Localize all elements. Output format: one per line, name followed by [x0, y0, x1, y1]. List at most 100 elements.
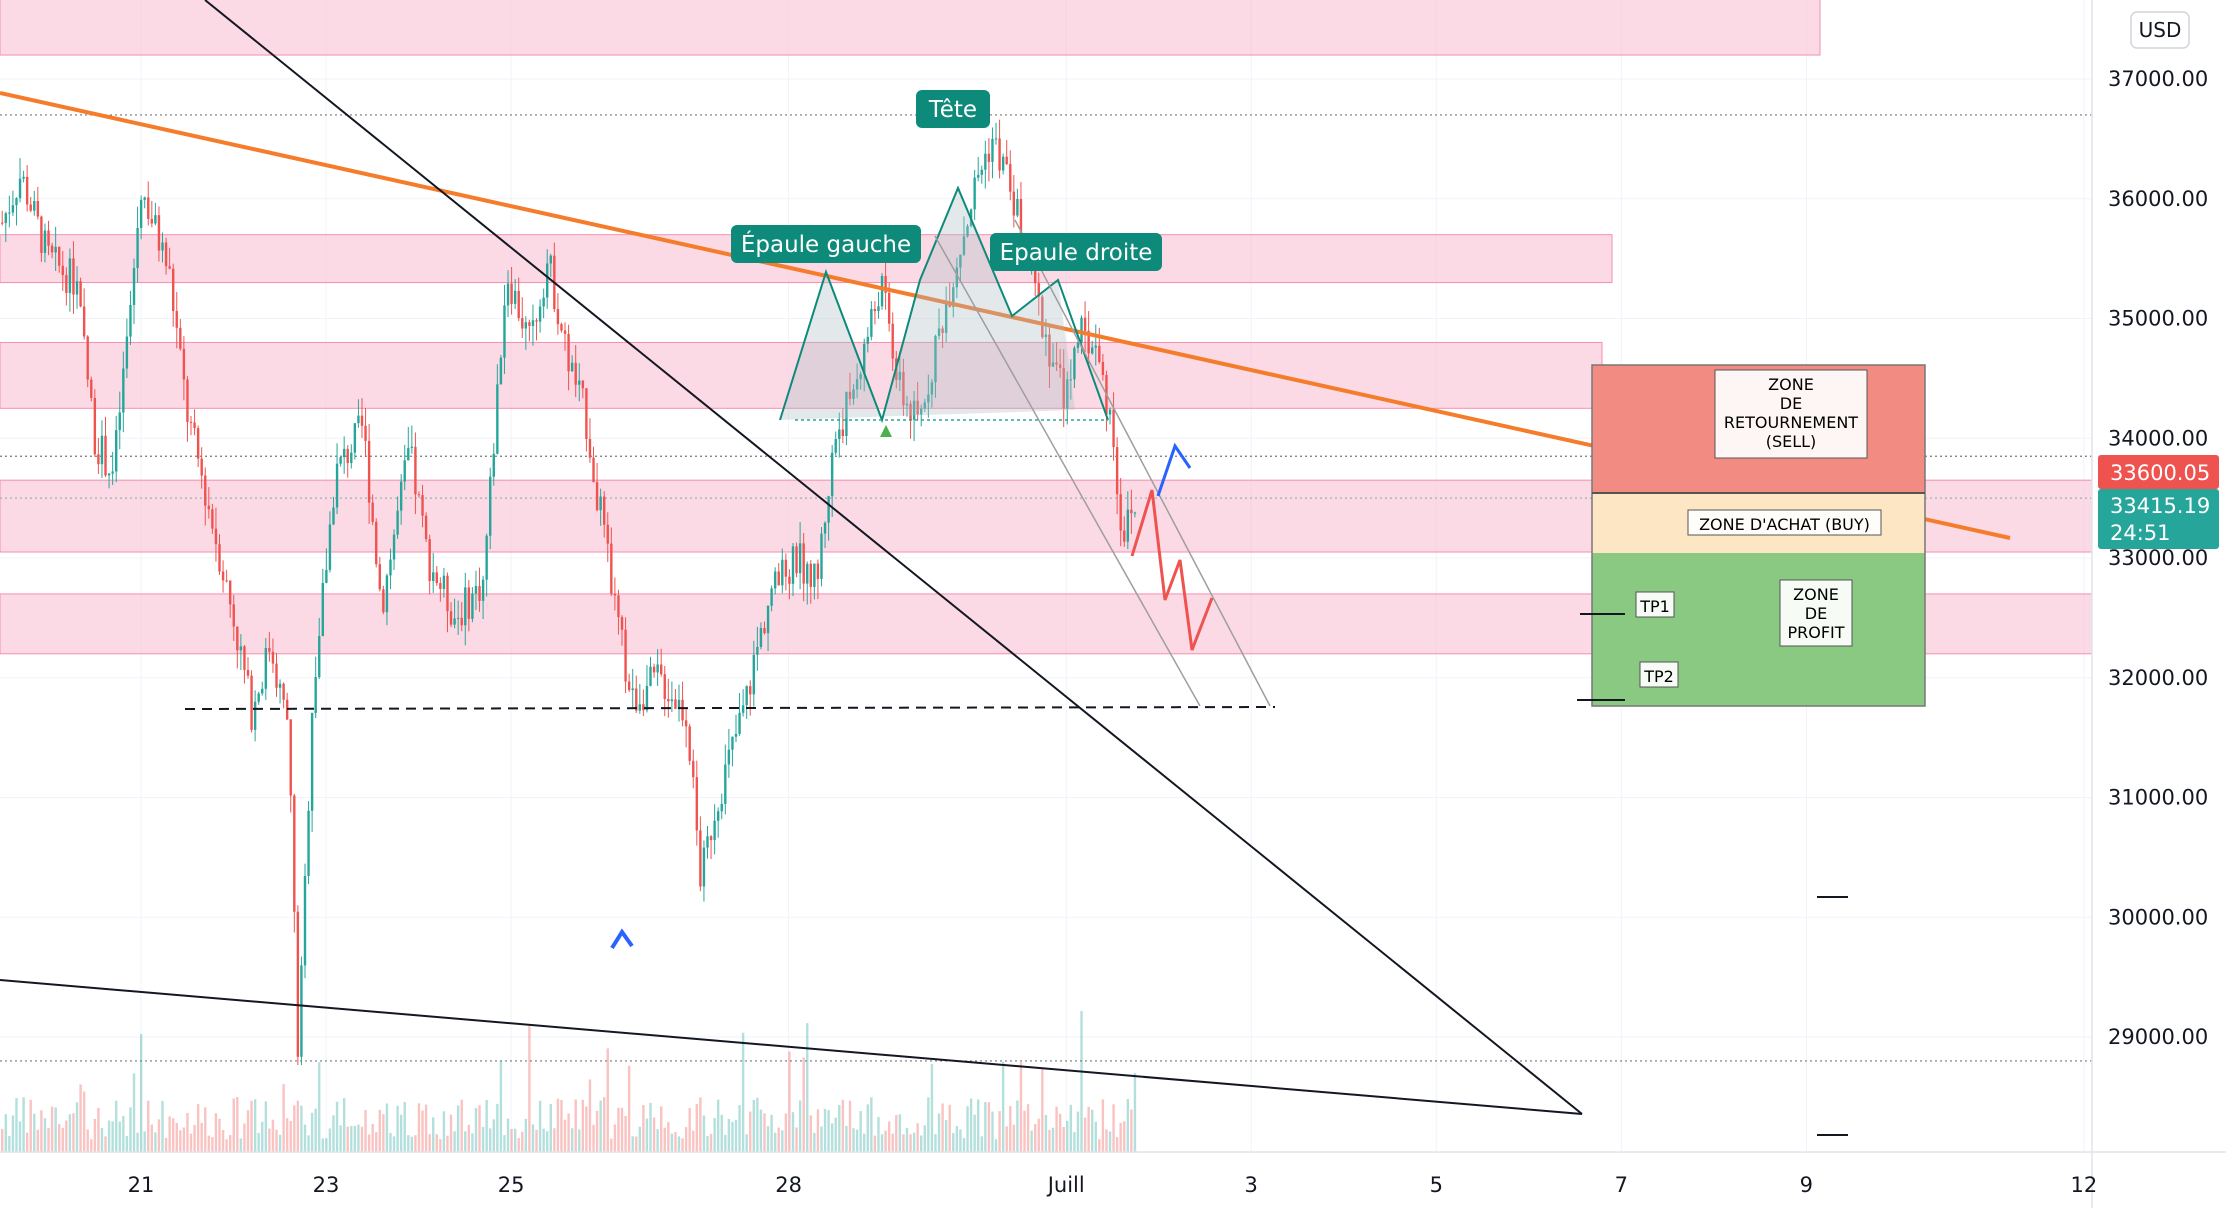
volume-bar — [741, 1032, 745, 1152]
volume-bar — [147, 1100, 150, 1152]
candle-body — [649, 666, 652, 686]
volume-bar — [474, 1107, 478, 1152]
candle-body — [499, 357, 503, 385]
volume-bar — [877, 1117, 880, 1152]
volume-bar — [788, 1051, 791, 1152]
candle-body — [303, 875, 307, 966]
candle-body — [33, 201, 36, 211]
volume-bar — [225, 1139, 228, 1152]
candle-body — [973, 177, 976, 210]
volume-bar — [549, 1103, 552, 1152]
volume-bar — [1048, 1129, 1051, 1152]
volume-bar — [97, 1107, 100, 1152]
volume-bar — [1094, 1121, 1097, 1152]
candle-body — [542, 297, 545, 307]
volume-bar — [1009, 1105, 1012, 1152]
volume-bar — [784, 1113, 788, 1152]
volume-bar — [816, 1109, 820, 1152]
volume-bar — [763, 1113, 766, 1152]
candle-body — [1055, 362, 1058, 365]
volume-bar — [29, 1099, 32, 1152]
volume-bar — [563, 1119, 567, 1152]
volume-bar — [236, 1096, 239, 1152]
volume-bar — [827, 1110, 830, 1152]
candle-body — [449, 611, 453, 625]
candle-body — [927, 394, 930, 403]
projection-arrow-blue — [1156, 442, 1192, 497]
volume-bar — [756, 1097, 759, 1152]
volume-bar — [884, 1130, 887, 1152]
volume-bar — [72, 1113, 75, 1152]
candle-body — [834, 439, 837, 453]
candle-body — [310, 712, 314, 811]
candle-body — [510, 283, 513, 304]
volume-bar — [1087, 1106, 1090, 1152]
volume-bar — [489, 1128, 492, 1152]
candle-body — [382, 589, 385, 613]
candle-body — [930, 382, 934, 395]
volume-bar — [987, 1102, 991, 1152]
volume-bar — [873, 1135, 877, 1152]
candle-body — [467, 587, 471, 619]
volume-bar — [382, 1114, 385, 1152]
volume-bar — [916, 1123, 919, 1152]
candle-body — [318, 636, 321, 678]
volume-bar — [58, 1124, 61, 1152]
volume-bar — [214, 1113, 218, 1152]
candle-body — [709, 836, 713, 841]
candle-body — [264, 648, 268, 689]
candle-body — [193, 422, 196, 429]
volume-bar — [973, 1114, 976, 1152]
candle-body — [588, 438, 592, 458]
volume-bar — [1051, 1127, 1055, 1152]
candle-body — [699, 830, 702, 887]
candle-body — [838, 429, 841, 440]
right-shoulder-label-text: Epaule droite — [1000, 240, 1153, 266]
candle-body — [421, 495, 424, 516]
candle-body — [207, 505, 211, 510]
currency-button-text: USD — [2139, 18, 2182, 42]
volume-bar — [977, 1099, 980, 1152]
volume-bar — [115, 1100, 118, 1152]
volume-bar — [795, 1127, 798, 1152]
candle-body — [905, 403, 909, 406]
volume-bar — [716, 1099, 720, 1152]
candle-body — [1101, 361, 1105, 376]
volume-bar — [538, 1100, 542, 1152]
candle-body — [464, 587, 467, 626]
volume-bar — [934, 1134, 937, 1152]
volume-bar — [335, 1101, 339, 1152]
candle-body — [481, 579, 485, 601]
volume-bar — [456, 1105, 460, 1152]
volume-bar — [339, 1125, 342, 1152]
volume-bar — [531, 1124, 535, 1152]
candle-body — [43, 230, 47, 253]
volume-bar — [318, 1062, 321, 1152]
volume-bar — [257, 1132, 260, 1152]
candle-body — [920, 408, 923, 415]
volume-bar — [1130, 1109, 1133, 1152]
candle-body — [560, 324, 563, 331]
volume-bar — [513, 1128, 517, 1152]
candle-body — [823, 522, 827, 534]
sell-zone-label-line: ZONE — [1768, 375, 1814, 394]
candle-body — [1005, 156, 1008, 165]
projection-arrow-red — [1130, 489, 1214, 651]
volume-bar — [100, 1127, 104, 1152]
currency-button[interactable]: USD — [2130, 11, 2190, 49]
candle-body — [86, 336, 89, 380]
profit-zone-label-line: ZONE — [1793, 585, 1839, 604]
candle-body — [1098, 345, 1101, 362]
volume-bar — [599, 1100, 602, 1152]
volume-bar — [492, 1119, 495, 1152]
candle-body — [777, 571, 780, 586]
candle-body — [802, 543, 805, 584]
volume-bar — [4, 1114, 7, 1152]
volume-bar — [1069, 1104, 1073, 1152]
candle-body — [396, 510, 399, 535]
candle-body — [517, 290, 520, 319]
volume-bar — [841, 1099, 845, 1152]
currency-button-bg[interactable] — [2130, 11, 2190, 49]
